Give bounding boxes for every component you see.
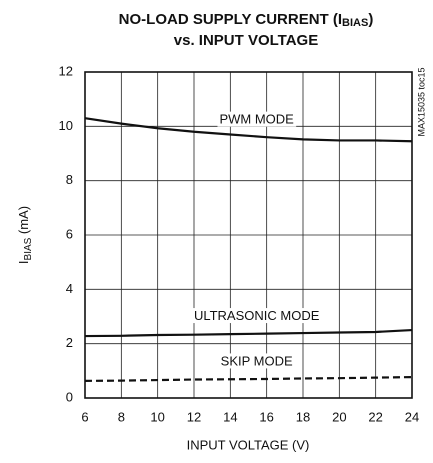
y-tick-label: 4 xyxy=(66,281,73,296)
y-axis-label: IBIAS (mA) xyxy=(16,206,33,264)
title-part: NO-LOAD SUPPLY CURRENT (I xyxy=(119,11,342,28)
series-label-bg xyxy=(191,308,322,324)
chart-title-line1: NO-LOAD SUPPLY CURRENT (IBIAS) xyxy=(119,11,374,29)
x-tick-label: 24 xyxy=(405,409,419,424)
series-label-bg xyxy=(217,111,297,127)
y-label-part: (mA) xyxy=(16,206,31,238)
x-tick-label: 20 xyxy=(332,409,346,424)
x-tick-label: 16 xyxy=(259,409,273,424)
y-tick-label: 8 xyxy=(66,172,73,187)
y-tick-label: 0 xyxy=(66,389,73,404)
series-line xyxy=(84,328,413,338)
x-tick-label: 8 xyxy=(118,409,125,424)
series-label: SKIP MODE xyxy=(221,353,293,368)
plot-frame xyxy=(84,71,413,399)
y-label-subscript: BIAS xyxy=(23,237,34,260)
series-label: PWM MODE xyxy=(219,112,294,127)
y-tick-label: 2 xyxy=(66,335,73,350)
series-line xyxy=(84,117,413,143)
x-tick-label: 22 xyxy=(368,409,382,424)
x-tick-label: 6 xyxy=(81,409,88,424)
side-note: MAX15035 toc15 xyxy=(416,67,426,136)
y-tick-label: 12 xyxy=(59,63,73,78)
x-tick-label: 10 xyxy=(150,409,164,424)
title-part: ) xyxy=(368,11,373,28)
series-line xyxy=(84,375,413,382)
y-tick-label: 6 xyxy=(66,226,73,241)
x-axis-label: INPUT VOLTAGE (V) xyxy=(187,437,310,452)
series-label-bg xyxy=(218,353,295,369)
x-tick-label: 14 xyxy=(223,409,237,424)
y-label-part: I xyxy=(16,260,31,264)
series-label: ULTRASONIC MODE xyxy=(194,308,320,323)
title-subscript: BIAS xyxy=(342,17,368,29)
chart-title-line2: vs. INPUT VOLTAGE xyxy=(174,32,318,49)
y-tick-label: 10 xyxy=(59,118,73,133)
x-tick-label: 12 xyxy=(187,409,201,424)
x-tick-label: 18 xyxy=(296,409,310,424)
